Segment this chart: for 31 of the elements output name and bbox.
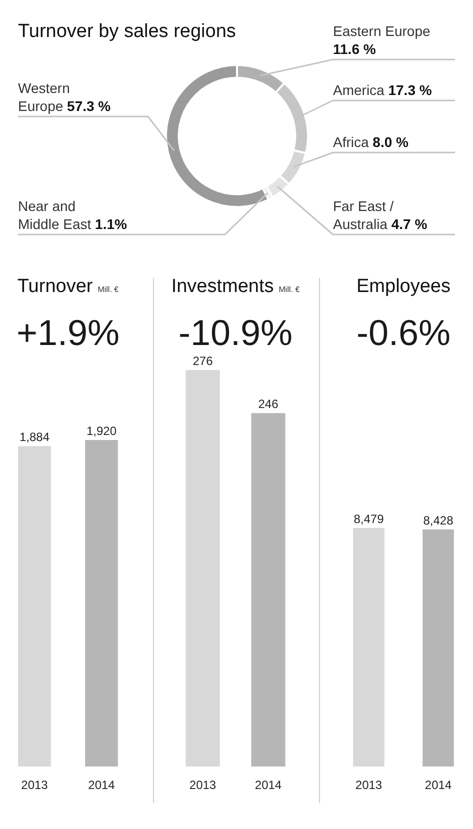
- chart-subtitle: Mill. €: [98, 285, 120, 294]
- x-tick-label: 2013: [21, 778, 48, 792]
- x-tick-label: 2013: [189, 778, 216, 792]
- text: +1.9%: [16, 312, 120, 353]
- data-label: 57.3 %: [67, 98, 112, 114]
- chart-subtitle: Mill. €: [278, 285, 300, 294]
- data-label: 1,884: [19, 430, 50, 444]
- slice-label: Near and Middle East: [18, 198, 92, 232]
- x-tick-label: 2014: [424, 778, 452, 792]
- text: -0.6%: [356, 312, 451, 353]
- data-label: 8,428: [423, 513, 454, 528]
- chart-title: Turnover: [17, 276, 94, 297]
- data-label: 17.3 %: [388, 82, 432, 98]
- x-tick-label: 2014: [254, 778, 282, 792]
- slice-label: America: [333, 82, 385, 98]
- data-label: 8.0 %: [372, 134, 410, 150]
- slice-label: Africa: [333, 134, 369, 150]
- text: -10.9%: [178, 312, 293, 353]
- x-tick-label: 2013: [355, 778, 382, 792]
- chart-title: Turnover by sales regions: [18, 21, 236, 42]
- data-label: 276: [192, 354, 214, 368]
- slice-label: Eastern Europe: [333, 23, 430, 39]
- x-tick-label: 2014: [88, 778, 116, 792]
- data-label: 4.7 %: [391, 216, 428, 232]
- data-label: 11.6 %: [333, 41, 376, 57]
- data-label: 8,479: [354, 512, 384, 526]
- chart-title: Employees: [356, 276, 451, 297]
- data-label: 246: [258, 397, 279, 412]
- data-label: 1,920: [86, 424, 117, 438]
- data-label: 1.1%: [95, 216, 128, 232]
- chart-title: Investments: [171, 276, 274, 297]
